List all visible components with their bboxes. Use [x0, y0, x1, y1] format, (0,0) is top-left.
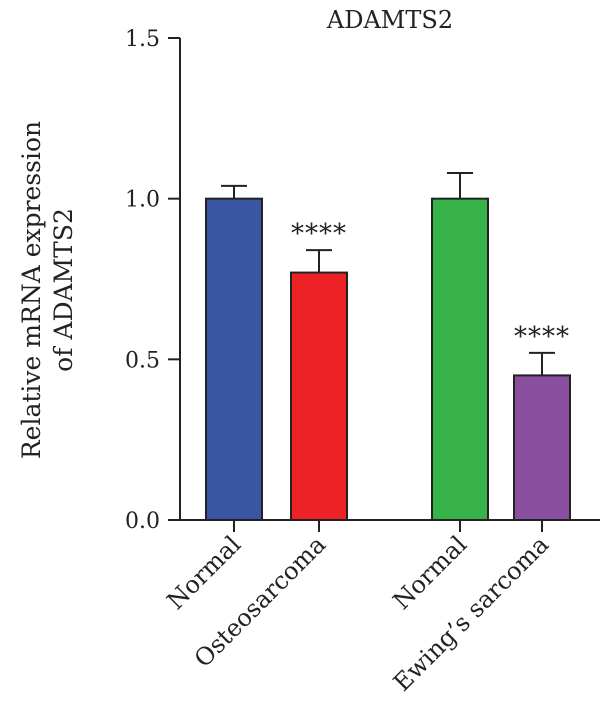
y-tick-label: 0.5: [125, 348, 160, 373]
y-tick-label: 1.5: [125, 27, 160, 52]
bar: [431, 197, 489, 522]
significance-label: ****: [514, 322, 570, 352]
bars: **** ****: [205, 171, 571, 522]
x-category-label: Normal: [388, 530, 473, 615]
y-axis-label-line-1: Relative mRNA expression: [17, 121, 46, 459]
x-category-label: Ewing’s sarcoma: [388, 530, 554, 696]
bar: [205, 197, 263, 522]
significance-label: ****: [291, 219, 347, 249]
y-axis-label-line-2: of ADAMTS2: [49, 208, 78, 372]
x-category-label: Normal: [162, 530, 247, 615]
y-axis-ticks: 0.0 0.5 1.0 1.5: [125, 27, 180, 534]
chart-title: ADAMTS2: [326, 6, 453, 34]
bar: [513, 374, 571, 521]
bar: [290, 271, 348, 521]
y-tick-label: 1.0: [125, 188, 160, 213]
y-tick-label: 0.0: [125, 509, 160, 534]
